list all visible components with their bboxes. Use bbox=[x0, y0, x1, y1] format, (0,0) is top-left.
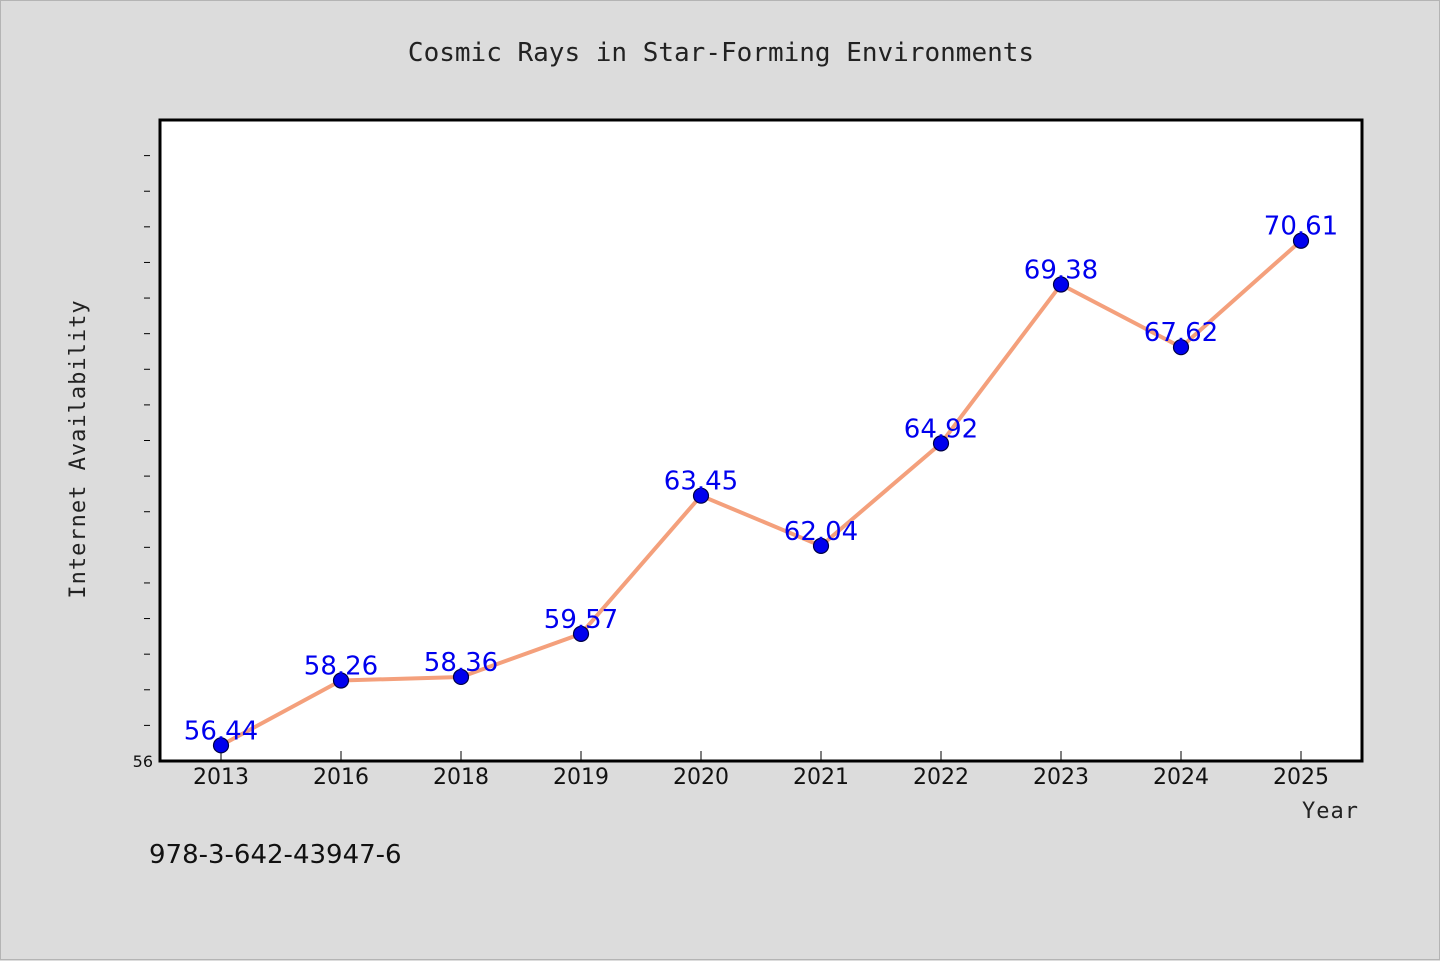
data-label: 58.36 bbox=[424, 648, 498, 678]
data-point bbox=[812, 537, 830, 555]
x-tick-label: 2016 bbox=[313, 765, 369, 790]
series-layer: 56.44 58.26 58.36 59.57 63.45 62.04 64.92 69.38… bbox=[184, 212, 1338, 754]
data-point bbox=[932, 435, 950, 452]
x-axis-title: Year bbox=[1302, 799, 1359, 824]
x-tick-label: 2025 bbox=[1273, 765, 1329, 790]
x-tick-label: 2023 bbox=[1033, 765, 1089, 790]
y-min-tick-label: 56 bbox=[133, 752, 153, 771]
x-tick-label: 2013 bbox=[193, 765, 249, 790]
x-tick-label: 2019 bbox=[553, 765, 609, 790]
x-tick-label: 2024 bbox=[1153, 765, 1209, 790]
data-label: 58.26 bbox=[304, 652, 378, 682]
plot-area bbox=[158, 118, 1364, 763]
data-point bbox=[1172, 339, 1190, 356]
data-label: 64.92 bbox=[904, 414, 978, 444]
data-point bbox=[452, 668, 470, 686]
data-point bbox=[572, 625, 590, 642]
chart-title: Cosmic Rays in Star-Forming Environments bbox=[408, 38, 1034, 68]
data-point bbox=[1052, 276, 1070, 293]
x-tick-label: 2021 bbox=[793, 765, 849, 790]
x-tick-label: 2020 bbox=[673, 765, 729, 790]
x-tick-label: 2022 bbox=[913, 765, 969, 790]
data-label: 70.61 bbox=[1264, 212, 1338, 242]
data-label: 56.44 bbox=[184, 716, 258, 746]
data-label: 62.04 bbox=[784, 517, 858, 547]
data-label: 63.45 bbox=[664, 467, 738, 497]
data-point bbox=[332, 672, 350, 689]
x-tick-label: 2018 bbox=[433, 765, 489, 790]
data-label: 69.38 bbox=[1024, 256, 1098, 286]
data-point bbox=[212, 737, 230, 754]
x-axis-ticks: 2013 2016 2018 2019 2020 2021 2022 2023 2024 2025 bbox=[193, 751, 1329, 790]
data-label: 67.62 bbox=[1144, 318, 1218, 348]
data-point bbox=[692, 487, 710, 504]
data-point bbox=[1292, 232, 1310, 249]
footnote-isbn: 978-3-642-43947-6 bbox=[149, 840, 402, 870]
y-axis-ticks bbox=[144, 155, 150, 726]
data-label: 59.57 bbox=[544, 605, 618, 635]
y-axis-title: Internet Availability bbox=[66, 299, 91, 598]
series-line bbox=[219, 238, 1303, 748]
